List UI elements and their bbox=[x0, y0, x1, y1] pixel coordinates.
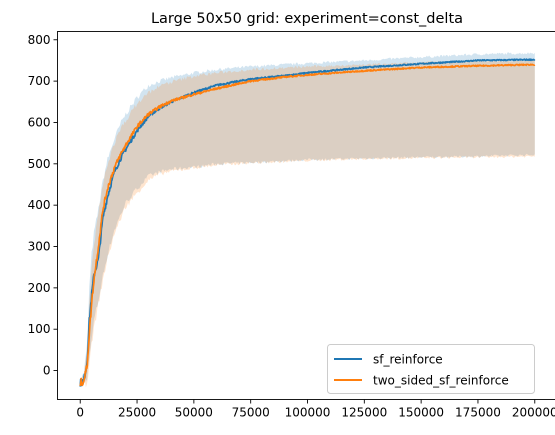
y-tick-label: 400 bbox=[28, 198, 51, 212]
series-lines bbox=[79, 58, 536, 387]
x-tick-label: 0 bbox=[76, 406, 84, 420]
y-tick-label: 500 bbox=[28, 157, 51, 171]
y-tick-label: 0 bbox=[43, 364, 51, 378]
y-tick-label: 800 bbox=[28, 33, 51, 47]
y-tick-label: 100 bbox=[28, 322, 51, 336]
line-sf-reinforce bbox=[79, 58, 536, 387]
x-tick-label: 125000 bbox=[341, 406, 387, 420]
y-tick-label: 300 bbox=[28, 240, 51, 254]
chart-title: Large 50x50 grid: experiment=const_delta bbox=[151, 11, 463, 27]
x-tick-label: 100000 bbox=[285, 406, 331, 420]
band-two-sided-sf-reinforce bbox=[80, 59, 535, 388]
legend-label-two-sided-sf-reinforce: two_sided_sf_reinforce bbox=[373, 374, 509, 388]
legend: sf_reinforce two_sided_sf_reinforce bbox=[327, 344, 535, 394]
x-axis-ticks: 0 25000 50000 75000 100000 125000 150000 175000… bbox=[76, 399, 555, 420]
x-tick-label: 50000 bbox=[175, 406, 213, 420]
y-tick-label: 700 bbox=[28, 74, 51, 88]
legend-label-sf-reinforce: sf_reinforce bbox=[373, 353, 443, 367]
y-axis-ticks: 0 100 200 300 400 500 600 700 800 bbox=[28, 33, 58, 378]
legend-box bbox=[327, 344, 535, 394]
x-tick-label: 150000 bbox=[398, 406, 444, 420]
band-sf-reinforce bbox=[80, 52, 535, 388]
y-tick-label: 600 bbox=[28, 115, 51, 129]
y-tick-label: 200 bbox=[28, 281, 51, 295]
x-tick-label: 75000 bbox=[232, 406, 270, 420]
x-tick-label: 175000 bbox=[455, 406, 501, 420]
x-tick-label: 200000 bbox=[512, 406, 555, 420]
line-two-sided-sf-reinforce bbox=[79, 63, 536, 387]
x-tick-label: 25000 bbox=[118, 406, 156, 420]
confidence-bands bbox=[80, 52, 535, 388]
